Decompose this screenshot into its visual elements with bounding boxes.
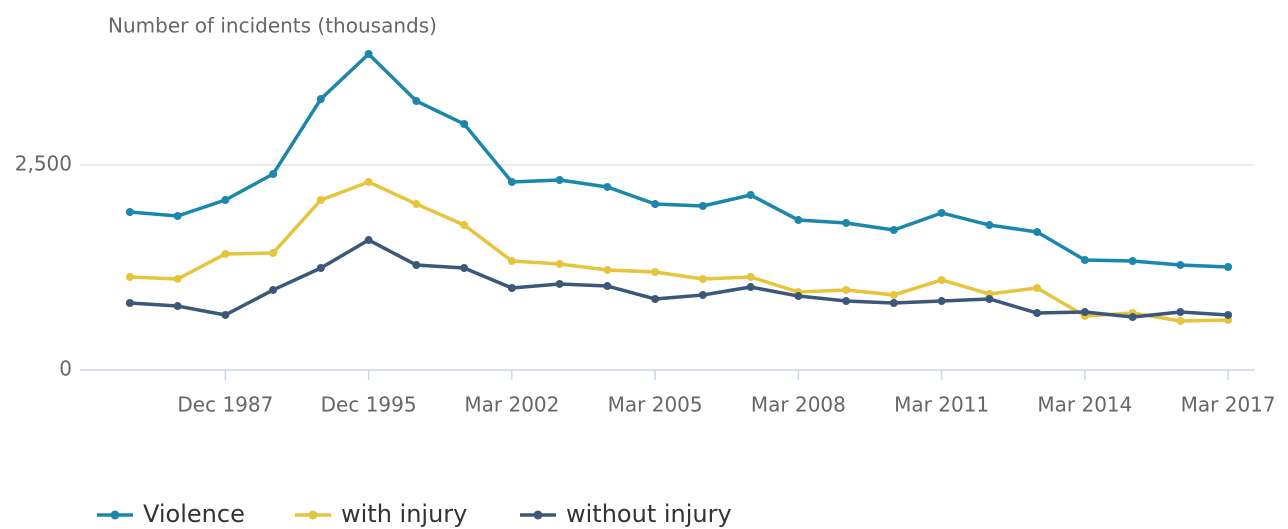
- data-point: [842, 285, 851, 294]
- data-point: [269, 248, 278, 257]
- data-point: [412, 97, 421, 106]
- data-point: [937, 275, 946, 284]
- data-point: [651, 268, 660, 277]
- x-tick-label: Mar 2008: [751, 393, 846, 417]
- data-point: [555, 176, 564, 185]
- data-point: [1128, 313, 1137, 322]
- data-point: [221, 196, 230, 205]
- data-point: [555, 279, 564, 288]
- data-point: [364, 236, 373, 245]
- data-point: [651, 294, 660, 303]
- data-point: [1224, 310, 1233, 319]
- x-tick-label: Mar 2014: [1037, 393, 1132, 417]
- data-point: [412, 200, 421, 209]
- data-point: [698, 202, 707, 210]
- data-point: [1128, 257, 1137, 266]
- data-point: [603, 282, 612, 291]
- data-point: [173, 274, 182, 283]
- data-point: [364, 49, 373, 58]
- data-point: [1176, 308, 1185, 317]
- x-tick-label: Mar 2011: [894, 393, 989, 417]
- data-point: [316, 94, 325, 103]
- data-point: [460, 263, 469, 272]
- series-line: [129, 52, 1229, 269]
- data-point: [507, 177, 516, 186]
- data-point: [364, 177, 373, 186]
- data-point: [555, 259, 564, 268]
- data-point: [1033, 309, 1042, 318]
- data-point: [603, 265, 612, 274]
- data-point: [889, 299, 898, 308]
- data-point: [1080, 256, 1089, 265]
- data-point: [698, 290, 707, 299]
- x-tick-label: Mar 2017: [1181, 393, 1276, 417]
- data-point: [269, 170, 278, 179]
- data-point: [173, 302, 182, 311]
- data-point: [125, 273, 134, 282]
- series-line: [129, 238, 1229, 319]
- data-point: [842, 218, 851, 227]
- data-point: [889, 290, 898, 299]
- data-point: [1176, 261, 1185, 270]
- data-point: [1033, 284, 1042, 292]
- data-point: [1080, 308, 1089, 317]
- series-line: [129, 180, 1229, 323]
- legend-marker: [533, 510, 543, 520]
- data-point: [1224, 263, 1233, 272]
- chart-title: Number of incidents (thousands): [108, 14, 437, 38]
- legend-marker: [308, 510, 318, 520]
- y-tick-label: 0: [59, 357, 72, 381]
- data-point: [842, 297, 851, 306]
- data-point: [698, 274, 707, 283]
- y-tick-label: 2,500: [15, 152, 72, 176]
- x-tick-label: Dec 1987: [177, 393, 273, 417]
- legend-marker: [110, 510, 120, 520]
- legend-label: without injury: [566, 500, 732, 528]
- data-point: [460, 221, 469, 230]
- data-point: [173, 212, 182, 221]
- data-point: [507, 284, 516, 292]
- legend-label: Violence: [143, 500, 245, 528]
- data-point: [985, 221, 994, 230]
- data-point: [937, 208, 946, 217]
- data-point: [460, 120, 469, 128]
- data-point: [746, 191, 755, 200]
- data-point: [985, 294, 994, 303]
- data-point: [316, 196, 325, 205]
- data-point: [603, 182, 612, 191]
- data-point: [125, 207, 134, 216]
- data-point: [746, 283, 755, 292]
- data-point: [125, 299, 134, 308]
- data-point: [221, 310, 230, 319]
- x-tick-label: Mar 2002: [464, 393, 559, 417]
- legend-label: with injury: [341, 500, 467, 528]
- data-point: [794, 292, 803, 301]
- data-point: [937, 297, 946, 306]
- data-point: [889, 226, 898, 235]
- data-point: [794, 216, 803, 225]
- data-point: [316, 263, 325, 272]
- data-point: [746, 273, 755, 282]
- data-point: [1176, 316, 1185, 325]
- data-point: [269, 285, 278, 294]
- data-point: [507, 257, 516, 266]
- data-point: [1033, 227, 1042, 236]
- data-point: [412, 261, 421, 270]
- x-tick-label: Dec 1995: [321, 393, 417, 417]
- x-tick-label: Mar 2005: [608, 393, 703, 417]
- data-point: [221, 249, 230, 258]
- data-point: [651, 200, 660, 209]
